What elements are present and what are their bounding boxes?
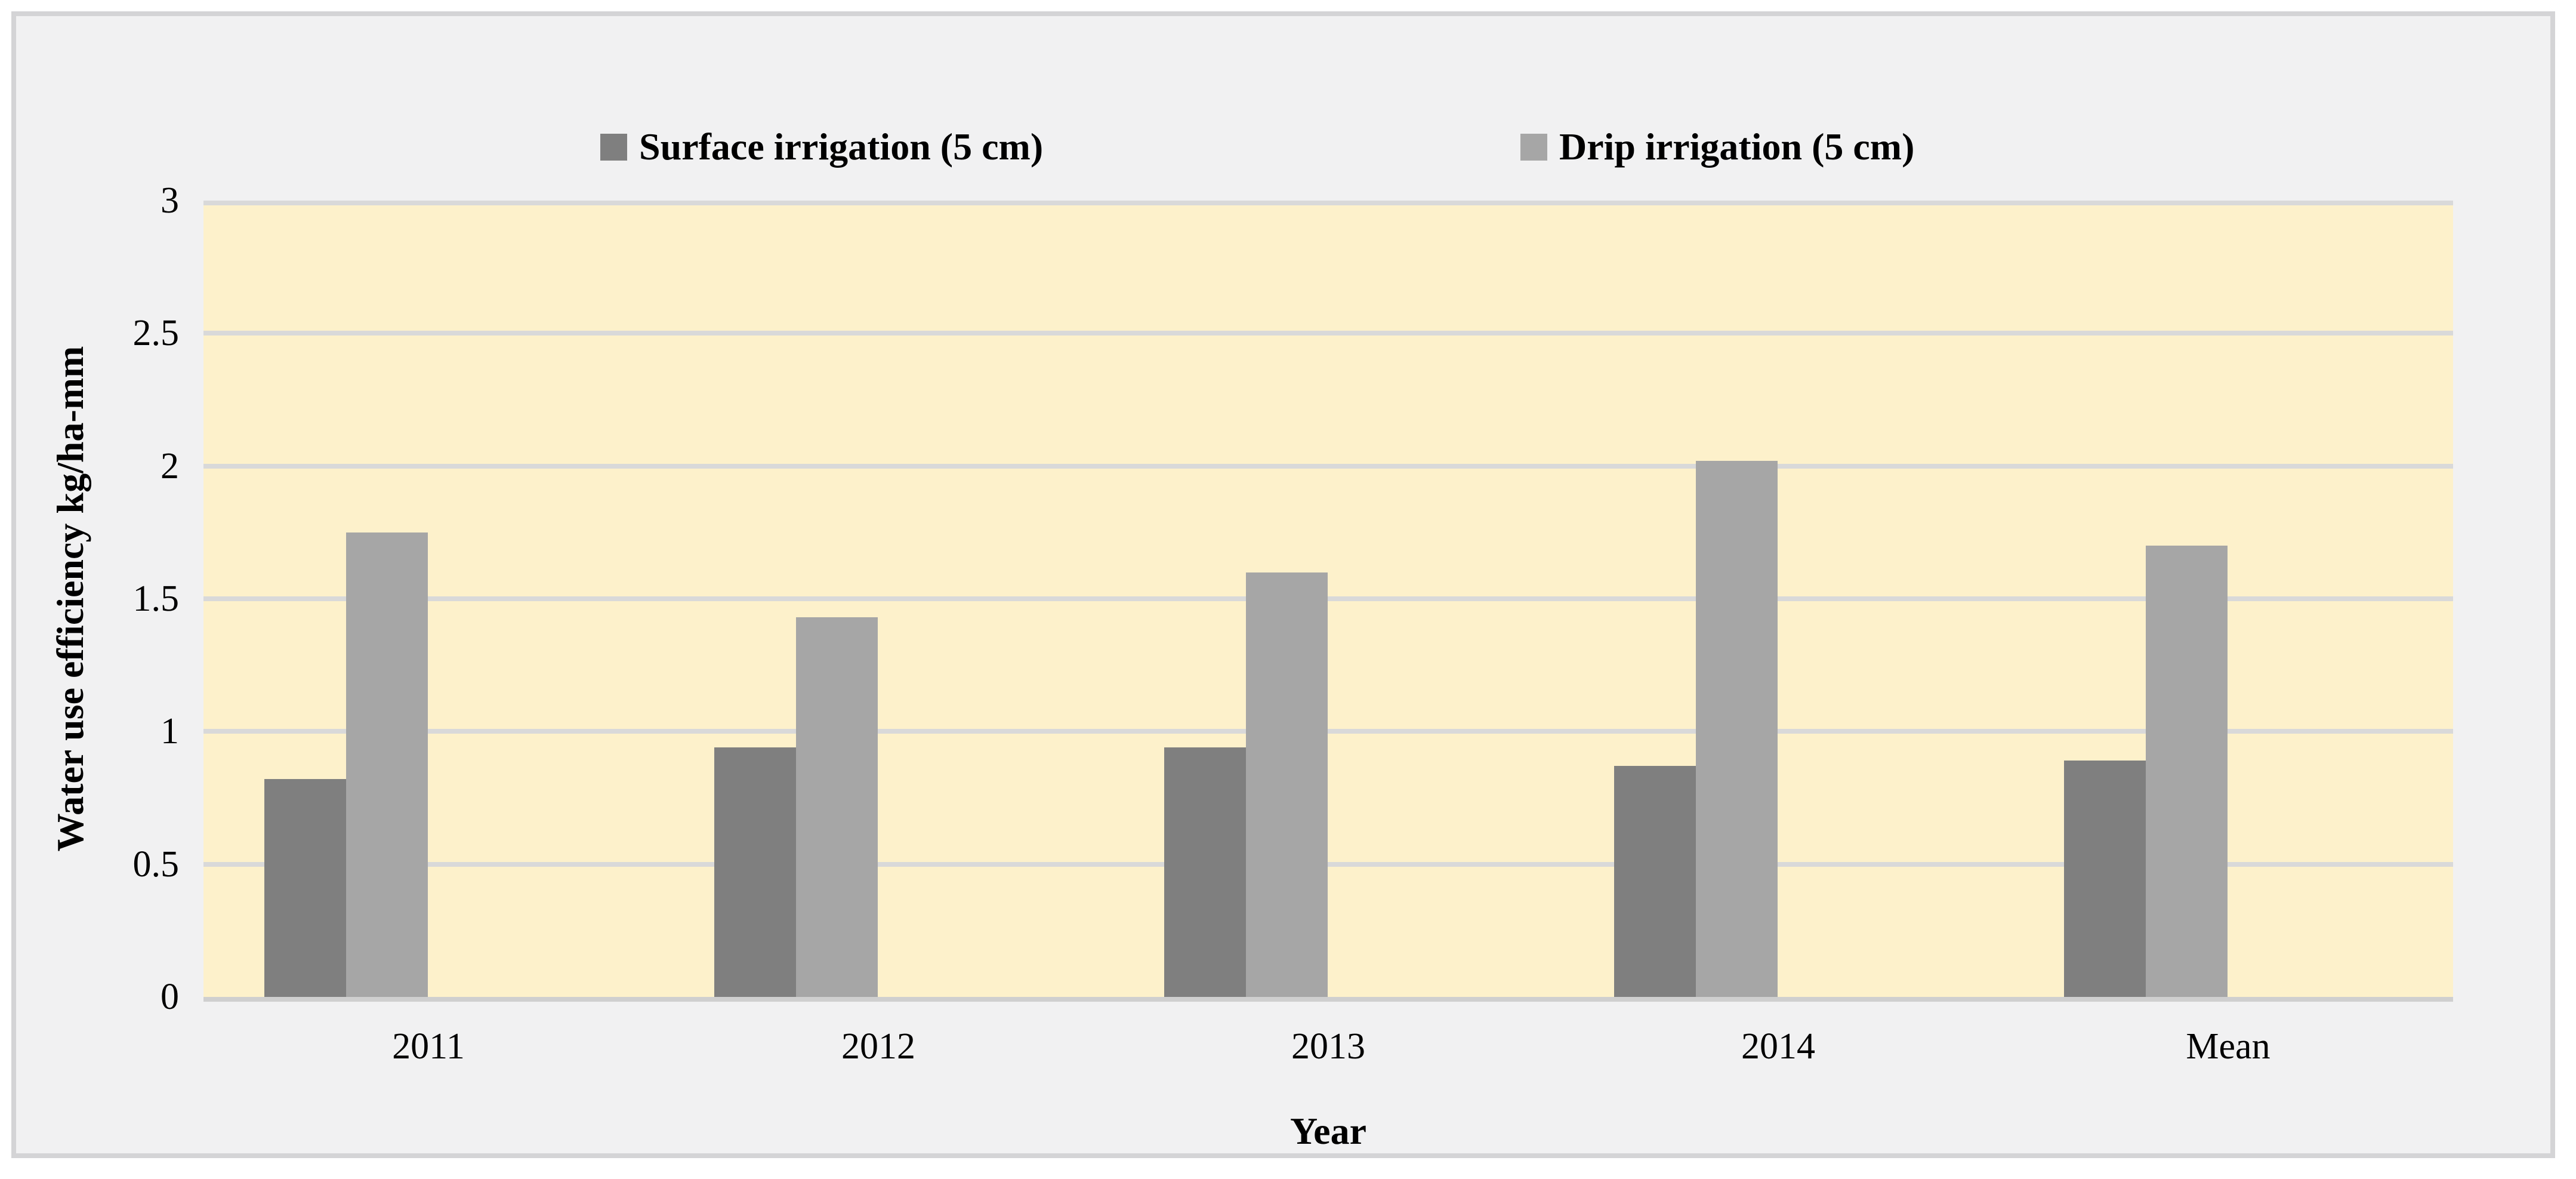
x-tick-label-2011: 2011 xyxy=(392,1026,465,1067)
bar-surface-2011 xyxy=(264,779,346,997)
legend-item-surface: Surface irrigation (5 cm) xyxy=(600,119,1043,174)
y-tick-label-2: 2 xyxy=(161,446,179,487)
y-tick-label-2.5: 2.5 xyxy=(132,313,180,353)
y-tick-label-1.5: 1.5 xyxy=(132,578,180,619)
y-tick-label-0.5: 0.5 xyxy=(132,844,180,885)
y-tick-label-3: 3 xyxy=(161,180,179,221)
gridline-2 xyxy=(203,464,2453,469)
legend-swatch-drip xyxy=(1520,133,1547,161)
legend-item-drip: Drip irrigation (5 cm) xyxy=(1520,119,1914,174)
gridline-1.5 xyxy=(203,596,2453,601)
bar-drip-2012 xyxy=(796,617,878,997)
gridline-3 xyxy=(203,201,2453,205)
x-tick-label-2013: 2013 xyxy=(1291,1026,1365,1067)
x-tick-label-2014: 2014 xyxy=(1741,1026,1815,1067)
bar-surface-2013 xyxy=(1164,747,1246,997)
legend-label-drip: Drip irrigation (5 cm) xyxy=(1559,125,1915,168)
bar-drip-2011 xyxy=(346,532,428,997)
gridline-1 xyxy=(203,729,2453,734)
bar-surface-mean xyxy=(2064,761,2146,997)
legend-swatch-surface xyxy=(600,133,627,161)
bar-surface-2012 xyxy=(714,747,796,997)
bar-surface-2014 xyxy=(1614,766,1696,997)
y-tick-label-1: 1 xyxy=(161,711,179,752)
gridline-2.5 xyxy=(203,331,2453,335)
bar-drip-2014 xyxy=(1696,461,1778,997)
y-tick-label-0: 0 xyxy=(161,977,179,1017)
plot-area xyxy=(203,201,2453,1002)
bar-drip-2013 xyxy=(1246,572,1328,997)
x-tick-label-mean: Mean xyxy=(2186,1026,2270,1067)
x-tick-label-2012: 2012 xyxy=(841,1026,915,1067)
legend-label-surface: Surface irrigation (5 cm) xyxy=(639,125,1044,168)
x-axis-title: Year xyxy=(1290,1110,1366,1152)
x-axis-line xyxy=(203,997,2453,1002)
bar-drip-mean xyxy=(2146,546,2228,997)
gridline-0.5 xyxy=(203,862,2453,867)
